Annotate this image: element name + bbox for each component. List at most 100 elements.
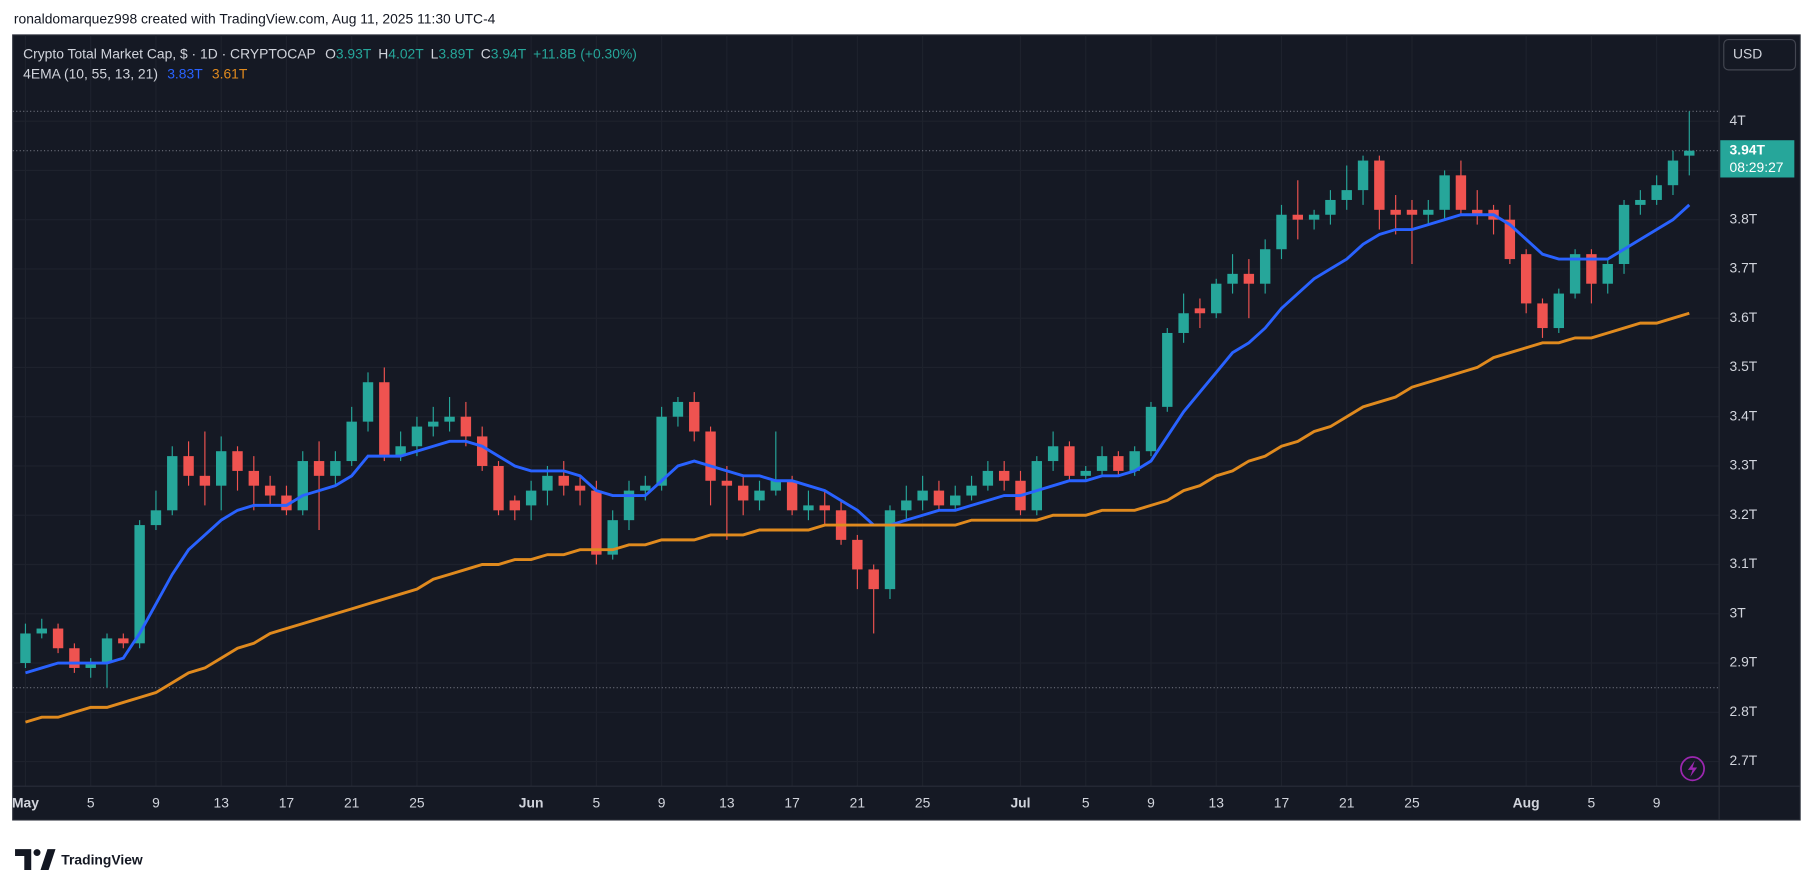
candle-body	[1618, 204, 1630, 265]
candle-body	[1145, 406, 1157, 452]
x-tick-label: 5	[1082, 794, 1090, 810]
x-tick-label: Jun	[519, 794, 544, 810]
candle-body	[1064, 446, 1075, 476]
currency-label[interactable]: USD	[1733, 45, 1762, 61]
candle-body	[1423, 209, 1434, 215]
candle-body	[101, 638, 113, 664]
candle-body	[1080, 470, 1091, 476]
candle-body	[591, 490, 602, 555]
candle-body	[36, 628, 47, 634]
y-tick-label: 3.8T	[1730, 210, 1758, 226]
candle-body	[1472, 209, 1483, 215]
candle-body	[118, 638, 129, 644]
x-tick-label: Aug	[1513, 794, 1540, 810]
brand-logo: TradingView	[15, 849, 143, 871]
y-tick-label: 4T	[1730, 112, 1747, 128]
ohlc: O3.93T H4.02T L3.89T C3.94T	[325, 45, 527, 61]
y-tick-label: 3.5T	[1730, 358, 1758, 374]
candle-body	[803, 505, 814, 511]
candle-body	[950, 495, 961, 506]
x-tick-label: Jul	[1010, 794, 1030, 810]
last-price-label: 3.94T	[1730, 141, 1766, 157]
plot-area	[12, 110, 1720, 724]
candle-body	[1031, 461, 1043, 511]
y-tick-label: 3.6T	[1730, 309, 1758, 325]
ohlc-value: 3.94T	[491, 45, 527, 61]
ema-line	[25, 311, 1690, 724]
x-tick-label: 13	[719, 794, 735, 810]
ema-line	[25, 203, 1691, 675]
logo-dot	[33, 849, 41, 857]
candle-body	[737, 485, 749, 501]
candle-body	[770, 480, 782, 491]
candle-body	[1374, 160, 1385, 210]
candle-body	[379, 382, 390, 457]
candle-body	[1276, 214, 1287, 250]
candle-body	[1259, 249, 1271, 284]
indicator-value: 3.61T	[212, 65, 248, 81]
candle-body	[1113, 456, 1124, 471]
indicator-name: 4EMA (10, 55, 13, 21)	[23, 65, 158, 81]
candle-body	[313, 461, 325, 476]
candle-body	[819, 505, 830, 511]
candle-body	[542, 475, 553, 491]
change: +11.8B (+0.30%)	[533, 45, 637, 61]
candle-body	[1586, 254, 1597, 284]
x-tick-label: 21	[850, 794, 866, 810]
x-tick-label: 13	[213, 794, 229, 810]
candle-body	[395, 446, 406, 457]
candle-body	[183, 456, 194, 476]
candle-body	[1325, 199, 1336, 215]
candle-body	[1635, 199, 1646, 205]
candle-body	[428, 421, 439, 427]
candle-body	[69, 648, 80, 668]
candle-body	[232, 451, 243, 471]
y-tick-label: 3T	[1730, 604, 1747, 620]
candle-body	[411, 426, 423, 447]
candle-body	[884, 510, 896, 590]
candle-body	[1439, 175, 1450, 210]
candle-body	[1243, 273, 1255, 284]
candle-body	[167, 456, 178, 511]
candle-body	[1455, 175, 1467, 210]
candle-body	[623, 490, 635, 521]
candle-body	[982, 470, 994, 486]
x-tick-label: 17	[784, 794, 800, 810]
candle-body	[85, 663, 96, 668]
axes: 2.7T 2.8T 2.9T 3T 3.1T 3.2T 3.3T 3.4T 3.5T 3.6T 3.…	[12, 112, 1795, 810]
ohlc-key: C	[481, 45, 491, 61]
candle-body	[509, 500, 521, 511]
chart-panel	[12, 34, 1801, 821]
candle-body	[672, 401, 684, 417]
candle-body	[607, 520, 618, 555]
indicator-values: 3.83T 3.61T	[167, 65, 248, 81]
candle-body	[754, 490, 765, 501]
candle-body	[150, 510, 162, 526]
x-tick-label: 9	[1653, 794, 1661, 810]
legend-title: Crypto Total Market Cap, $ · 1D · CRYPTO…	[23, 45, 637, 61]
ohlc-key: L	[431, 45, 439, 61]
candle-body	[901, 500, 912, 511]
x-tick-label: 21	[1339, 794, 1355, 810]
candle-body	[281, 495, 292, 511]
candle-body	[1504, 219, 1516, 260]
candle-body	[1047, 446, 1059, 462]
candle-body	[966, 485, 977, 496]
ohlc-value: 4.02T	[388, 45, 424, 61]
x-tick-label: 9	[658, 794, 666, 810]
x-tick-label: 13	[1209, 794, 1225, 810]
candle-body	[1520, 254, 1532, 304]
indicator-legend: 4EMA (10, 55, 13, 21) 3.83T 3.61T	[23, 65, 248, 81]
x-tick-label: May	[12, 794, 39, 810]
indicator-value: 3.83T	[167, 65, 203, 81]
y-tick-label: 3.3T	[1730, 457, 1758, 473]
currency-button[interactable]	[1723, 39, 1797, 71]
candle-body	[1129, 451, 1140, 471]
candle-body	[1308, 214, 1320, 220]
y-tick-label: 3.4T	[1730, 407, 1758, 423]
alert-icon[interactable]	[1680, 756, 1705, 782]
x-tick-label: 25	[409, 794, 425, 810]
candle-body	[640, 485, 651, 491]
x-tick-label: 25	[1404, 794, 1420, 810]
